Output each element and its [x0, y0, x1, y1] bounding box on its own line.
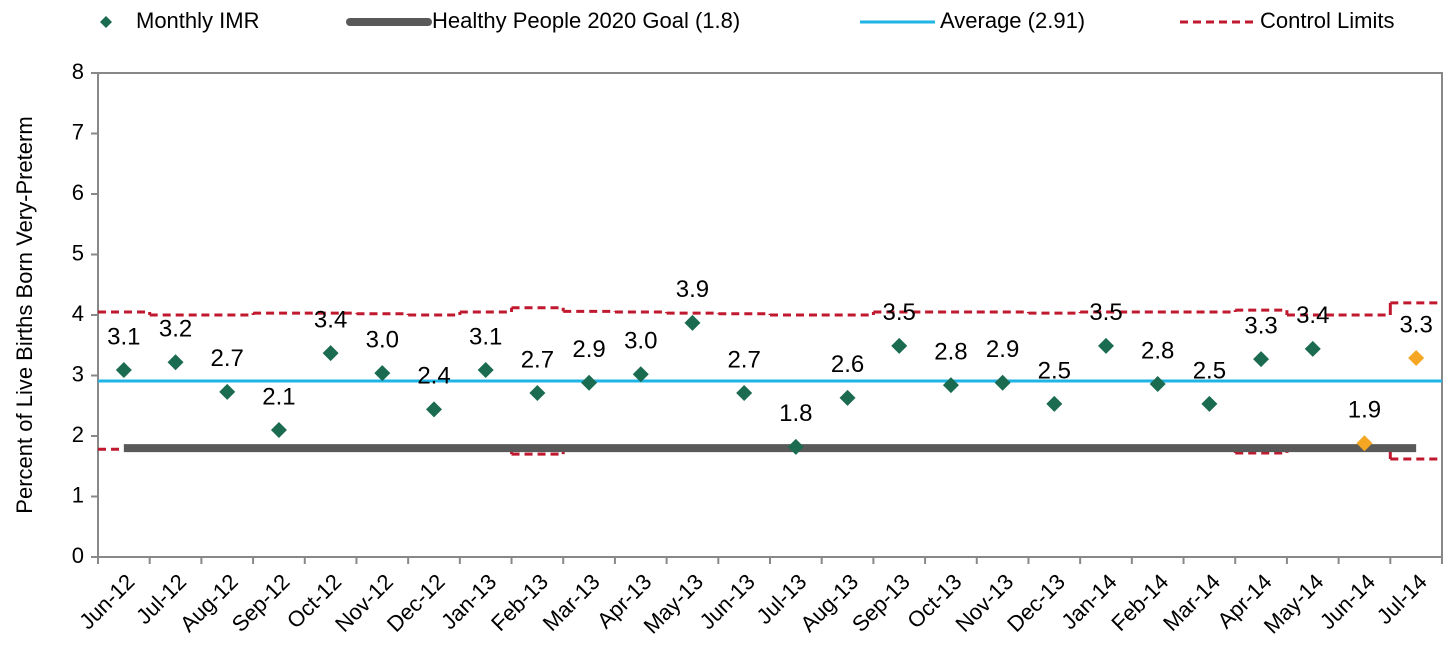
legend-label: Monthly IMR [136, 8, 259, 33]
data-label: 3.0 [366, 326, 399, 353]
data-point [1253, 351, 1270, 368]
y-tick-label: 8 [72, 59, 84, 84]
data-point [684, 314, 701, 331]
data-label: 3.5 [1089, 299, 1122, 326]
data-point [426, 401, 442, 418]
data-point [477, 362, 494, 379]
data-label: 2.7 [211, 345, 244, 372]
data-label: 2.5 [1038, 357, 1071, 384]
x-tick-label: Jun-13 [695, 569, 760, 634]
data-point [1304, 340, 1321, 357]
x-tick-label: Dec-12 [382, 569, 450, 637]
x-tick-label: Nov-13 [950, 569, 1018, 637]
data-label: 2.9 [986, 336, 1019, 363]
data-label: 3.0 [624, 328, 657, 355]
data-point [219, 383, 236, 400]
data-point [787, 438, 804, 455]
data-point [115, 362, 132, 379]
data-label: 2.8 [1141, 337, 1174, 364]
x-tick-label: Jul-14 [1372, 569, 1432, 629]
data-label: 2.7 [521, 346, 554, 373]
y-tick-label: 1 [72, 482, 84, 507]
legend-label: Average (2.91) [940, 8, 1085, 33]
legend-marker [100, 16, 112, 28]
data-label: 3.1 [107, 323, 140, 350]
legend-label: Control Limits [1260, 8, 1394, 33]
data-point [994, 374, 1011, 391]
y-tick-label: 5 [72, 240, 84, 265]
data-label: 2.1 [262, 383, 295, 410]
data-point [374, 365, 391, 382]
y-tick-label: 6 [72, 180, 84, 205]
data-label: 3.2 [159, 316, 192, 343]
data-label: 3.3 [1399, 311, 1432, 338]
data-point [839, 389, 856, 406]
y-tick-label: 0 [72, 543, 84, 568]
x-tick-label: Sep-12 [227, 569, 295, 637]
data-label: 3.5 [883, 299, 916, 326]
data-label: 2.4 [417, 363, 450, 390]
data-point [1408, 349, 1425, 366]
data-label: 3.9 [676, 276, 709, 303]
x-tick-label: Jun-12 [74, 569, 139, 634]
x-tick-label: Aug-12 [175, 569, 243, 637]
x-tick-label: Mar-14 [1158, 569, 1225, 636]
x-tick-label: Dec-13 [1002, 569, 1070, 637]
data-point [942, 377, 959, 394]
legend-label: Healthy People 2020 Goal (1.8) [432, 8, 740, 33]
y-tick-label: 7 [72, 119, 84, 144]
data-point [632, 366, 649, 383]
data-point [270, 421, 287, 438]
data-point [1149, 375, 1166, 392]
y-tick-label: 3 [72, 361, 84, 386]
x-tick-label: Feb-13 [486, 569, 553, 636]
data-label: 2.8 [934, 339, 967, 366]
x-tick-label: Nov-12 [330, 569, 398, 637]
data-label: 2.7 [727, 346, 760, 373]
data-label: 3.1 [469, 323, 502, 350]
x-tick-label: Mar-13 [538, 569, 605, 636]
y-axis-label: Percent of Live Births Born Very-Preterm [12, 116, 37, 513]
data-point [167, 354, 184, 371]
data-label: 3.3 [1244, 313, 1277, 340]
x-tick-label: Sep-13 [847, 569, 915, 637]
y-tick-label: 4 [72, 301, 84, 326]
data-point [322, 345, 339, 362]
data-label: 1.8 [779, 400, 812, 427]
data-point [581, 374, 598, 391]
data-label: 3.4 [1296, 302, 1329, 329]
data-label: 2.6 [831, 351, 864, 378]
data-label: 3.4 [314, 306, 347, 333]
data-point [1356, 435, 1373, 452]
data-point [529, 385, 546, 402]
data-label: 1.9 [1348, 397, 1381, 424]
data-label: 2.9 [572, 336, 605, 363]
data-point [1098, 337, 1114, 354]
x-tick-label: Jun-14 [1315, 569, 1380, 634]
data-point [736, 385, 753, 402]
data-point [1046, 395, 1063, 412]
data-label: 2.5 [1193, 357, 1226, 384]
data-point [1201, 395, 1218, 412]
x-tick-label: Feb-14 [1106, 569, 1173, 636]
y-tick-label: 2 [72, 422, 84, 447]
x-tick-label: Aug-13 [795, 569, 863, 637]
data-point [891, 337, 908, 354]
